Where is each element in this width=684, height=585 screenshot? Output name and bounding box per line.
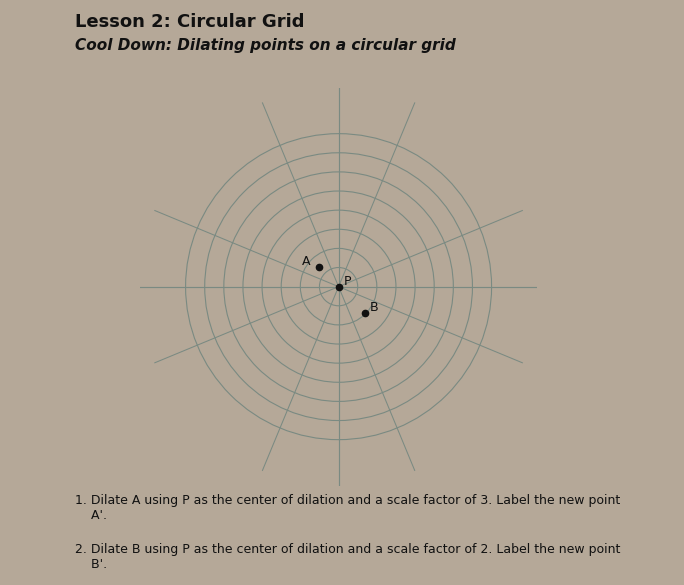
Text: A: A — [302, 255, 311, 269]
Text: Lesson 2: Circular Grid: Lesson 2: Circular Grid — [75, 13, 305, 31]
Text: Cool Down: Dilating points on a circular grid: Cool Down: Dilating points on a circular… — [75, 38, 456, 53]
Text: B: B — [370, 301, 379, 314]
Text: P: P — [344, 275, 352, 288]
Text: 1. Dilate A using P as the center of dilation and a scale factor of 3. Label the: 1. Dilate A using P as the center of dil… — [75, 494, 620, 522]
Text: 2. Dilate B using P as the center of dilation and a scale factor of 2. Label the: 2. Dilate B using P as the center of dil… — [75, 543, 620, 571]
